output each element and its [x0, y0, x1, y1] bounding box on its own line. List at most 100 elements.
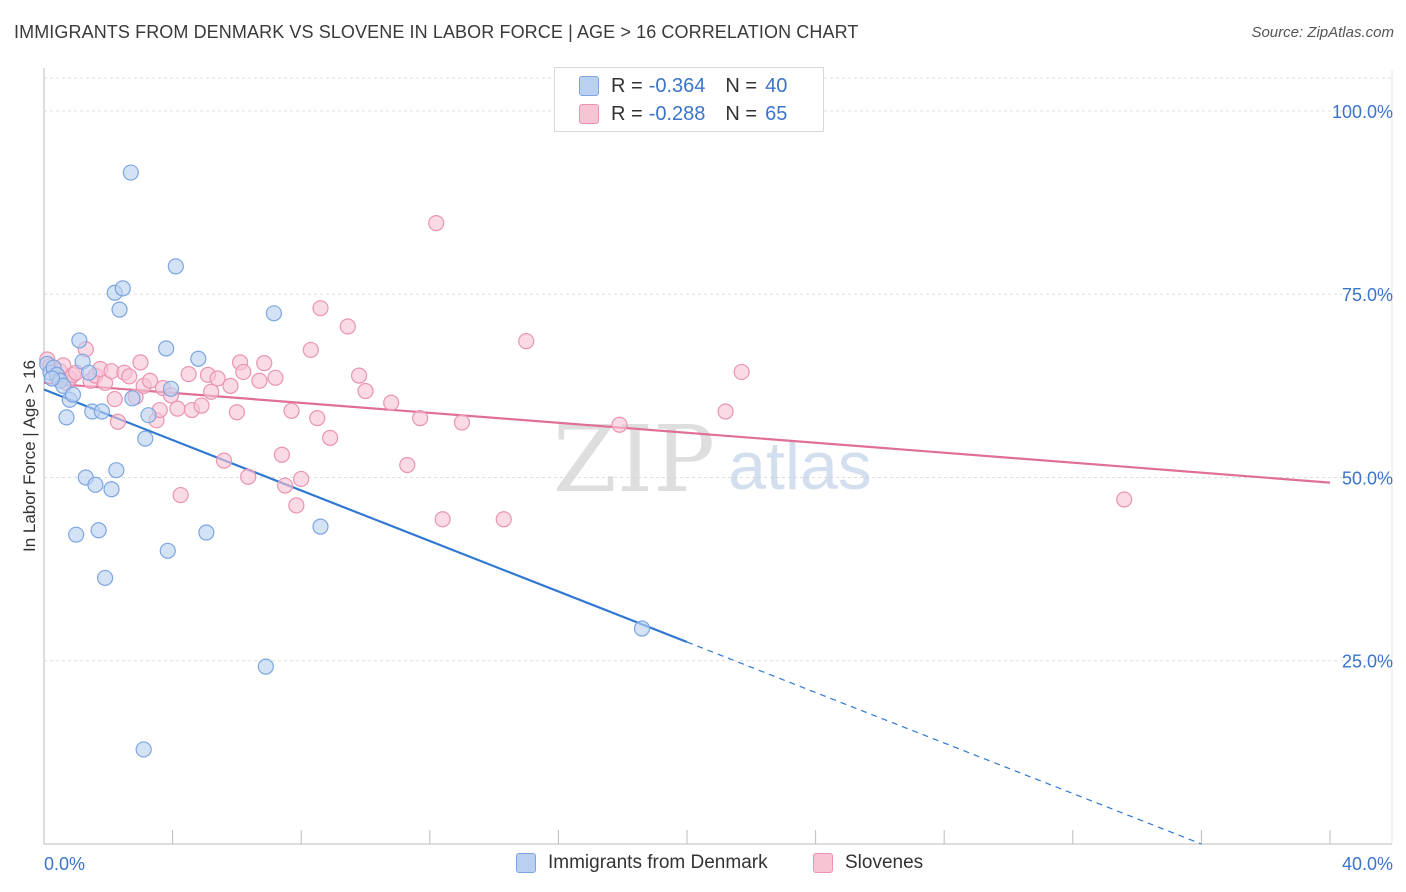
axes — [43, 68, 1392, 845]
point-slovenes — [169, 400, 186, 417]
point-denmark — [80, 364, 98, 381]
point-slovenes — [717, 403, 734, 420]
point-slovenes — [399, 456, 416, 474]
point-slovenes — [256, 355, 273, 372]
legend-n-label: N = — [725, 74, 758, 97]
y-tick-label: 25.0% — [1342, 652, 1393, 672]
legend-r-label: R = — [611, 102, 643, 125]
watermark-atlas: atlas — [728, 428, 872, 504]
point-denmark — [124, 390, 141, 407]
point-slovenes — [172, 486, 189, 504]
point-slovenes — [312, 300, 329, 317]
legend-swatch-pink — [579, 104, 599, 124]
point-slovenes — [215, 452, 233, 469]
point-denmark — [71, 332, 88, 349]
y-tick-label: 75.0% — [1342, 285, 1393, 305]
point-slovenes — [453, 414, 471, 431]
point-denmark — [159, 542, 176, 559]
y-tick-label: 100.0% — [1332, 102, 1393, 122]
point-slovenes — [193, 397, 210, 414]
legend-row-slovenes: R = -0.288 N = 65 — [579, 101, 787, 127]
point-denmark — [158, 340, 175, 357]
legend-r-label: R = — [611, 74, 643, 97]
source-credit: Source: ZipAtlas.com — [1251, 24, 1394, 41]
point-slovenes — [412, 410, 429, 427]
x-tick-label: 0.0% — [44, 854, 85, 874]
point-denmark — [114, 280, 131, 297]
point-slovenes — [283, 402, 300, 419]
legend-swatch-blue — [516, 853, 536, 873]
point-slovenes — [203, 383, 220, 400]
legend-swatch-blue — [579, 76, 599, 96]
trend-lines — [43, 381, 1331, 845]
watermark-zip: ZIP — [553, 406, 715, 513]
point-denmark — [87, 476, 104, 493]
point-slovenes — [228, 404, 245, 421]
bottom-legend-slovenes: Slovenes — [813, 852, 923, 874]
point-denmark — [43, 370, 61, 387]
point-denmark — [108, 462, 125, 479]
point-denmark — [257, 658, 274, 675]
legend-r-value: -0.364 — [648, 74, 706, 97]
point-denmark — [190, 350, 207, 367]
point-denmark — [135, 741, 152, 758]
point-denmark — [96, 569, 114, 587]
stats-legend: R = -0.364 N = 40 R = -0.288 N = 65 — [554, 67, 824, 132]
point-denmark — [58, 409, 75, 426]
point-denmark — [633, 620, 651, 637]
point-slovenes — [121, 368, 138, 385]
point-denmark — [162, 380, 180, 397]
point-slovenes — [611, 416, 628, 433]
point-slovenes — [293, 470, 310, 488]
point-denmark — [103, 481, 120, 498]
point-slovenes — [267, 369, 284, 386]
legend-swatch-pink — [813, 853, 833, 873]
point-denmark — [140, 407, 157, 424]
x-tick-label: 40.0% — [1342, 854, 1393, 874]
point-slovenes — [273, 446, 291, 463]
point-slovenes — [434, 511, 451, 528]
y-tick-label: 50.0% — [1342, 468, 1393, 488]
point-slovenes — [339, 318, 356, 335]
point-denmark — [312, 518, 329, 535]
point-slovenes — [141, 372, 159, 389]
point-slovenes — [495, 511, 512, 528]
point-slovenes — [106, 390, 123, 408]
point-slovenes — [309, 410, 326, 427]
trend-line-denmark — [43, 388, 688, 644]
point-slovenes — [302, 341, 319, 359]
legend-r-value: -0.288 — [648, 102, 706, 125]
point-denmark — [111, 301, 128, 318]
legend-row-denmark: R = -0.364 N = 40 — [579, 73, 787, 99]
point-slovenes — [357, 382, 374, 400]
trend-line-slovenes — [43, 381, 1331, 484]
trend-line-denmark-extrapolated — [686, 641, 1202, 845]
chart-title: IMMIGRANTS FROM DENMARK VS SLOVENE IN LA… — [14, 22, 859, 42]
point-denmark — [122, 164, 139, 181]
point-slovenes — [288, 497, 305, 514]
point-slovenes — [733, 363, 750, 381]
point-denmark — [265, 305, 282, 322]
point-denmark — [90, 522, 107, 539]
point-slovenes — [132, 354, 149, 371]
point-slovenes — [251, 372, 268, 389]
tick-labels: 25.0% 50.0% 75.0% 100.0% 0.0% 40.0% — [44, 102, 1393, 874]
point-slovenes — [383, 394, 400, 411]
point-slovenes — [322, 429, 339, 447]
point-slovenes — [428, 215, 445, 232]
point-slovenes — [209, 370, 226, 387]
point-denmark — [198, 524, 215, 541]
legend-n-value: 65 — [765, 102, 788, 125]
point-slovenes — [240, 468, 257, 485]
point-slovenes — [222, 377, 239, 394]
point-denmark — [64, 386, 82, 403]
bottom-legend-denmark: Immigrants from Denmark — [516, 852, 768, 874]
point-slovenes — [277, 477, 294, 494]
point-slovenes — [350, 367, 368, 384]
legend-n-label: N = — [725, 102, 758, 125]
point-denmark — [167, 258, 184, 275]
point-slovenes — [109, 413, 127, 430]
point-slovenes — [180, 366, 197, 383]
point-slovenes — [235, 363, 252, 381]
